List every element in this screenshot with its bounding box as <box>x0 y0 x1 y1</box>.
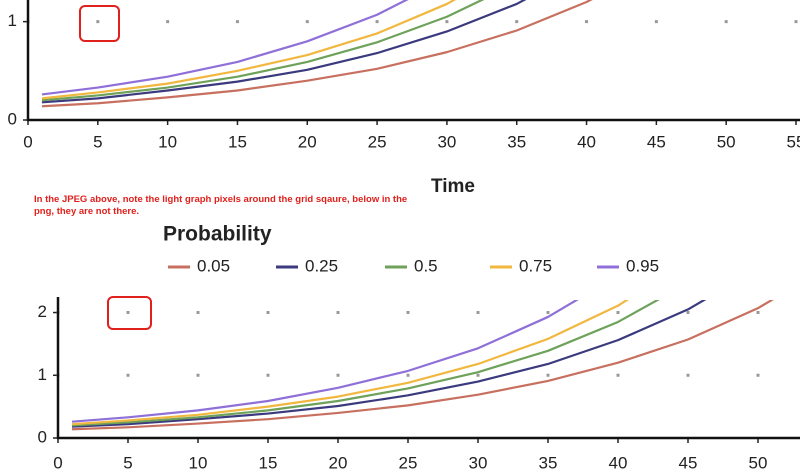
y-tick-label: 1 <box>38 365 47 384</box>
x-tick-label: 30 <box>469 453 488 472</box>
y-tick-label: 1 <box>8 11 17 30</box>
series-line <box>71 300 774 431</box>
x-tick-label: 55 <box>787 132 800 151</box>
series-line <box>41 0 527 104</box>
x-axis-label: Time <box>431 176 475 197</box>
x-tick-label: 45 <box>647 132 666 151</box>
x-tick-label: 40 <box>577 132 596 151</box>
y-tick-label: 0 <box>8 109 17 128</box>
x-tick-label: 10 <box>158 132 177 151</box>
x-tick-label: 0 <box>53 453 62 472</box>
plot-area <box>71 300 774 431</box>
x-tick-label: 20 <box>298 132 317 151</box>
legend-label: 0.75 <box>519 256 552 275</box>
y-tick-label: 2 <box>38 302 47 321</box>
x-tick-label: 15 <box>259 453 278 472</box>
x-tick-label: 35 <box>539 453 558 472</box>
annotation: In the JPEG above, note the light graph … <box>34 194 408 217</box>
x-tick-label: 20 <box>329 453 348 472</box>
series-line <box>41 0 485 102</box>
series-line <box>41 0 457 100</box>
x-tick-label: 15 <box>228 132 247 151</box>
series-line <box>41 0 409 96</box>
x-tick-label: 25 <box>368 132 387 151</box>
x-tick-label: 40 <box>609 453 628 472</box>
x-tick-label: 0 <box>23 132 32 151</box>
series-line <box>41 0 593 108</box>
series-line <box>71 300 579 423</box>
legend-label: 0.05 <box>197 256 230 275</box>
x-tick-label: 5 <box>123 453 132 472</box>
x-tick-label: 50 <box>749 453 768 472</box>
x-tick-label: 5 <box>93 132 102 151</box>
y-tick-label: 0 <box>38 427 47 446</box>
legend-label: 0.25 <box>305 256 338 275</box>
legend-label: 0.5 <box>414 256 438 275</box>
x-tick-label: 25 <box>399 453 418 472</box>
series-line <box>71 300 660 427</box>
series-line <box>71 300 707 428</box>
legend-label: 0.95 <box>626 256 659 275</box>
highlight-box <box>79 5 120 42</box>
plot-area <box>41 0 593 108</box>
x-tick-label: 50 <box>717 132 736 151</box>
highlight-box <box>107 296 152 330</box>
x-tick-label: 10 <box>189 453 208 472</box>
x-tick-label: 45 <box>679 453 698 472</box>
x-tick-label: 30 <box>437 132 456 151</box>
legend-title: Probability <box>163 223 272 246</box>
series-line <box>71 300 629 426</box>
x-tick-label: 35 <box>507 132 526 151</box>
